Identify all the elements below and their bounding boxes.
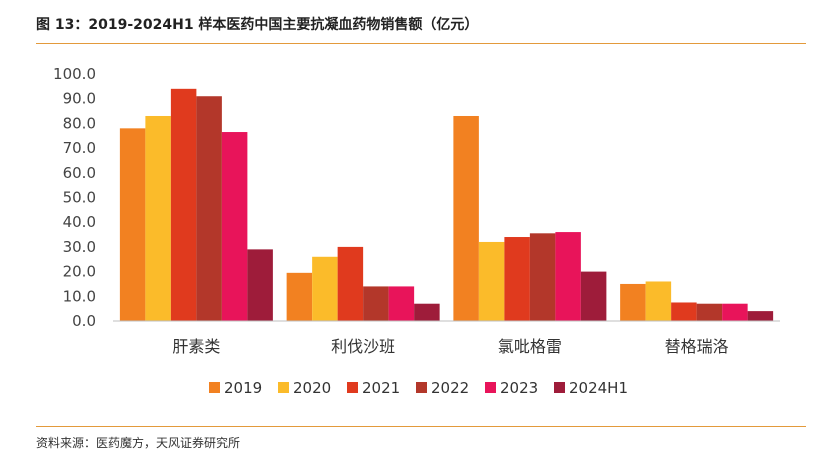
bar-2022-1 — [363, 286, 389, 321]
source-rule — [36, 426, 806, 427]
legend-label: 2023 — [500, 379, 538, 397]
legend-label: 2024H1 — [569, 379, 628, 397]
y-tick-label: 80.0 — [63, 114, 96, 132]
x-category-label: 替格瑞洛 — [665, 337, 729, 356]
bar-2021-1 — [337, 246, 364, 321]
y-tick-label: 50.0 — [63, 189, 96, 207]
title-rule — [36, 43, 806, 44]
legend-swatch-2022 — [416, 382, 427, 393]
y-tick-label: 70.0 — [63, 139, 96, 157]
bar-2021-2 — [504, 237, 530, 321]
legend-swatch-2019 — [209, 382, 220, 393]
bar-2020-1 — [312, 256, 338, 321]
bar-2019-1 — [286, 272, 313, 321]
bar-2024H1-2 — [580, 271, 607, 321]
legend-swatch-2020 — [278, 382, 289, 393]
bar-2022-2 — [529, 233, 556, 321]
x-category-label: 肝素类 — [172, 337, 220, 356]
legend: 2019 2020 2021 2022 2023 2024H1 — [209, 379, 628, 397]
source-note: 资料来源：医药魔方，天风证券研究所 — [36, 436, 241, 450]
legend-swatch-2021 — [347, 382, 358, 393]
y-tick-label: 100.0 — [53, 65, 96, 83]
legend-label: 2019 — [224, 379, 262, 397]
y-tick-label: 0.0 — [72, 312, 96, 330]
y-tick-label: 10.0 — [63, 287, 96, 305]
legend-label: 2022 — [431, 379, 469, 397]
x-category-label: 氯吡格雷 — [498, 337, 562, 356]
x-axis: 肝素类 利伐沙班 氯吡格雷 替格瑞洛 — [172, 337, 728, 356]
bar-2020-0 — [145, 115, 171, 322]
bar-chart: 0.0 10.0 20.0 30.0 40.0 50.0 60.0 70.0 80.0 90.0 1… — [53, 65, 780, 397]
bar-2020-2 — [478, 241, 505, 321]
legend-swatch-2024H1 — [554, 382, 565, 393]
bar-2024H1-1 — [414, 303, 440, 321]
bar-2019-3 — [620, 283, 646, 321]
y-tick-label: 60.0 — [63, 164, 96, 182]
bars — [119, 88, 774, 322]
bar-2019-0 — [119, 128, 146, 321]
bar-2023-0 — [221, 132, 248, 321]
bar-2021-0 — [170, 88, 197, 321]
y-tick-label: 90.0 — [63, 90, 96, 108]
legend-label: 2021 — [362, 379, 400, 397]
bar-2023-1 — [388, 286, 415, 321]
x-category-label: 利伐沙班 — [331, 337, 395, 356]
y-tick-label: 40.0 — [63, 213, 96, 231]
y-axis: 0.0 10.0 20.0 30.0 40.0 50.0 60.0 70.0 80.0 90.0 1… — [53, 65, 96, 330]
figure-title: 图 13：2019-2024H1 样本医药中国主要抗凝血药物销售额（亿元） — [36, 17, 479, 33]
bar-2024H1-3 — [747, 311, 774, 321]
bar-2024H1-0 — [247, 249, 273, 321]
legend-label: 2020 — [293, 379, 331, 397]
legend-swatch-2023 — [485, 382, 496, 393]
y-tick-label: 30.0 — [63, 238, 96, 256]
bar-2021-3 — [671, 302, 697, 321]
bar-2019-2 — [453, 115, 479, 322]
y-tick-label: 20.0 — [63, 263, 96, 281]
bar-2022-3 — [696, 303, 723, 321]
bar-2023-2 — [555, 232, 581, 321]
bar-2020-3 — [645, 281, 672, 321]
bar-2022-0 — [196, 96, 222, 321]
bar-2023-3 — [722, 303, 748, 321]
